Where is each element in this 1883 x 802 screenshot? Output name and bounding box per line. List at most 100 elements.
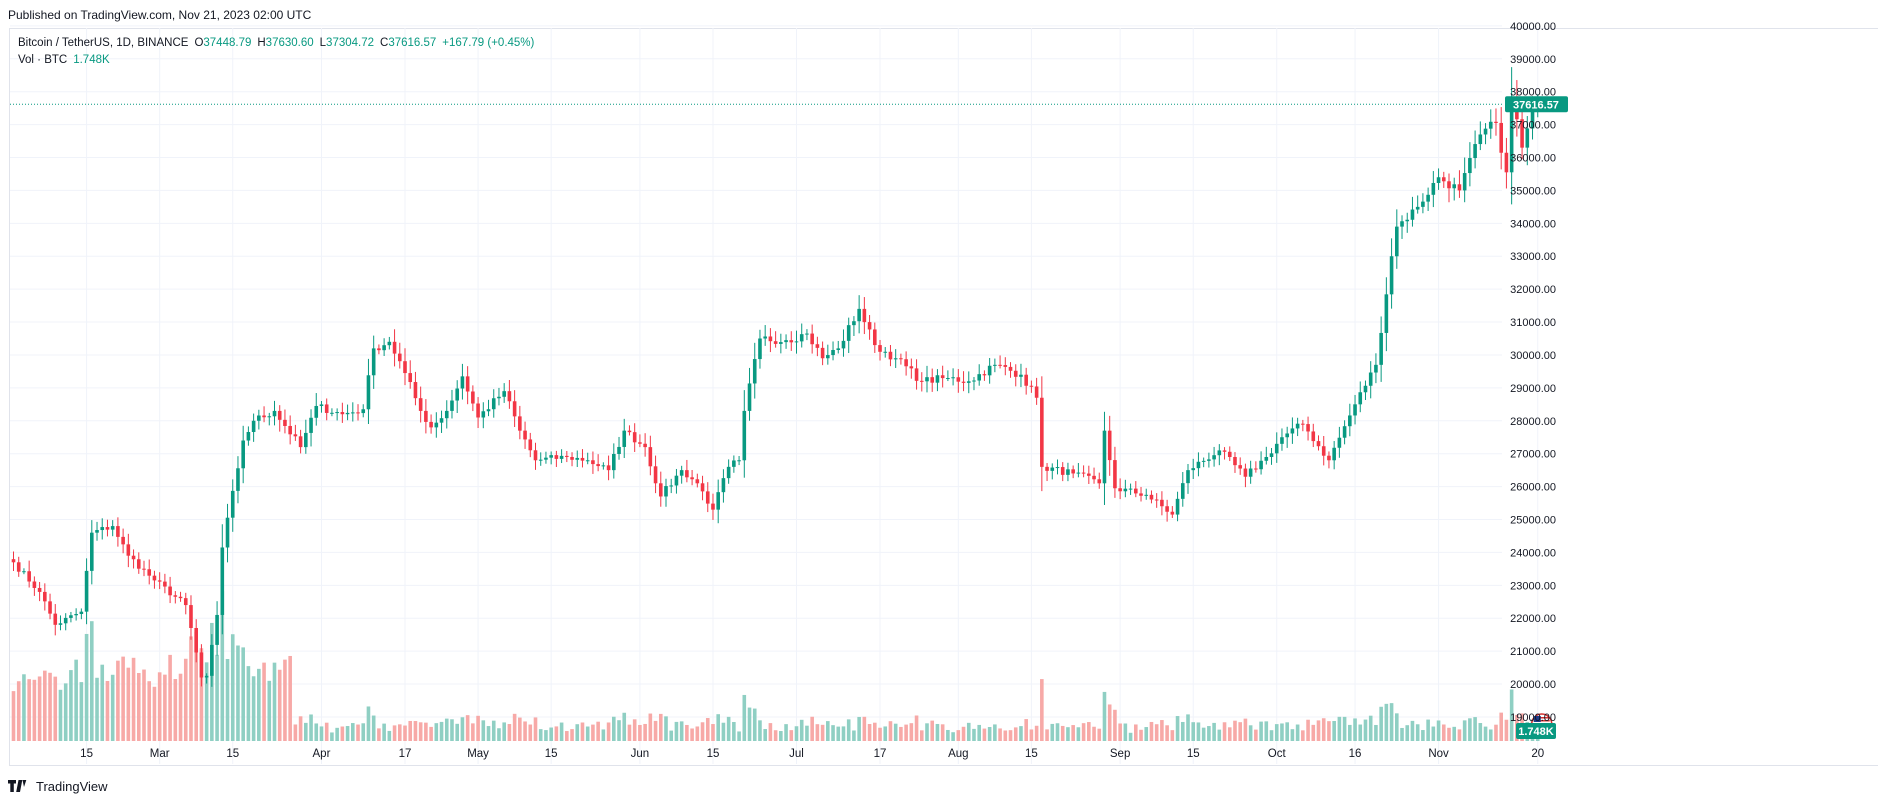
volume-bar (1227, 727, 1232, 741)
volume-bar (575, 724, 580, 741)
volume-bar (1332, 720, 1336, 741)
candle-body (272, 410, 277, 417)
y-tick-label: 22000.00 (1510, 613, 1556, 625)
legend-symbol[interactable]: Bitcoin / TetherUS, 1D, BINANCE (18, 37, 189, 49)
candle-body (1149, 494, 1154, 500)
candle-body (163, 581, 167, 587)
candle-body (1379, 332, 1383, 365)
candle-body (1269, 453, 1274, 457)
volume-bar (304, 722, 308, 741)
volume-bar (361, 723, 366, 741)
candle-body (1102, 430, 1107, 484)
candle-body (293, 434, 298, 437)
candle-body (1097, 479, 1102, 484)
y-tick-label: 25000.00 (1510, 515, 1556, 527)
volume-bar (1447, 727, 1451, 741)
candle-body (966, 381, 971, 383)
volume-bar (585, 726, 590, 741)
tradingview-brand[interactable]: TradingView (36, 778, 108, 794)
volume-bar (857, 716, 861, 741)
volume-bar (1154, 724, 1159, 741)
candle-body (846, 325, 851, 341)
candle-body (1509, 96, 1514, 173)
time-axis[interactable]: 15 Mar 15 Apr 17 May 15 Jun 15 Jul 17 Aug 15 Sep 15 Oct… (80, 748, 1544, 760)
volume-bar (90, 621, 94, 741)
candle-body (538, 459, 543, 461)
volume-bar (554, 726, 559, 741)
candle-body (1081, 472, 1086, 474)
candle-body (700, 483, 705, 492)
candle-body (330, 412, 334, 414)
candle-body (183, 598, 188, 606)
x-tick-label: Apr (313, 748, 331, 760)
candle-body (16, 562, 21, 572)
candle-body (1342, 426, 1347, 438)
candle-body (1055, 467, 1060, 469)
volume-bar (257, 668, 261, 741)
y-tick-label: 34000.00 (1510, 218, 1556, 230)
volume-bar (1452, 726, 1457, 741)
volume-bar (1306, 719, 1310, 741)
volume-bar (1180, 721, 1185, 741)
candle-body (210, 644, 214, 676)
volume-bar (371, 715, 376, 741)
volume-bar (1395, 713, 1399, 741)
volume-bar (502, 722, 506, 741)
price-axis[interactable]: 40000.00 39000.00 38000.00 37000.00 36000.00… (1505, 21, 1568, 739)
volume-bar (1254, 729, 1258, 741)
volume-bar (883, 726, 888, 741)
candle-body (627, 430, 632, 433)
candle-body (1525, 128, 1530, 148)
volume-bar (606, 722, 611, 741)
volume-bar (580, 722, 585, 741)
candle-body (408, 373, 413, 383)
candle-body (544, 457, 548, 460)
candle-body (977, 374, 981, 381)
volume-bar (1060, 725, 1065, 741)
candle-body (1060, 467, 1065, 475)
legend-volume-label[interactable]: Vol · BTC (18, 54, 68, 66)
candle-body (1217, 450, 1222, 456)
legend-high-value: 37630.60 (265, 37, 314, 49)
volume-bar (648, 713, 653, 741)
volume-bar (434, 723, 439, 741)
candle-body (852, 321, 856, 326)
volume-bar (533, 717, 538, 741)
volume-bar (1311, 724, 1316, 741)
candle-body (1066, 469, 1070, 475)
volume-bar (1050, 723, 1055, 741)
candle-body (110, 526, 115, 530)
candle-body (606, 465, 611, 471)
candle-body (1144, 494, 1149, 496)
volume-bar (1337, 716, 1342, 741)
volume-bar (53, 676, 58, 741)
candle-body (298, 436, 303, 448)
x-tick-label: Oct (1268, 748, 1287, 760)
candle-body (1504, 152, 1509, 173)
volume-bar (747, 707, 752, 741)
volume-bar (403, 725, 407, 741)
volume-bar (658, 713, 663, 741)
volume-bar (486, 726, 491, 741)
volume-bar (351, 723, 355, 741)
candle-body (194, 627, 198, 653)
candle-body (1087, 473, 1091, 476)
volume-bar (1285, 722, 1289, 741)
candle-body (1201, 460, 1206, 462)
candle-body (1436, 177, 1441, 183)
candle-body (502, 391, 506, 397)
volume-bar (794, 726, 799, 741)
candle-body (116, 526, 120, 537)
candle-body (1071, 469, 1075, 474)
candle-body (893, 358, 898, 360)
candle-body (1196, 461, 1201, 469)
volume-bar (272, 662, 277, 741)
y-tick-label: 21000.00 (1510, 646, 1556, 658)
volume-bar (1170, 730, 1175, 741)
volume-bar (1243, 718, 1248, 741)
volume-bar (664, 716, 668, 741)
candle-body (658, 483, 663, 497)
candle-body (460, 376, 465, 389)
volume-bar (340, 726, 345, 741)
